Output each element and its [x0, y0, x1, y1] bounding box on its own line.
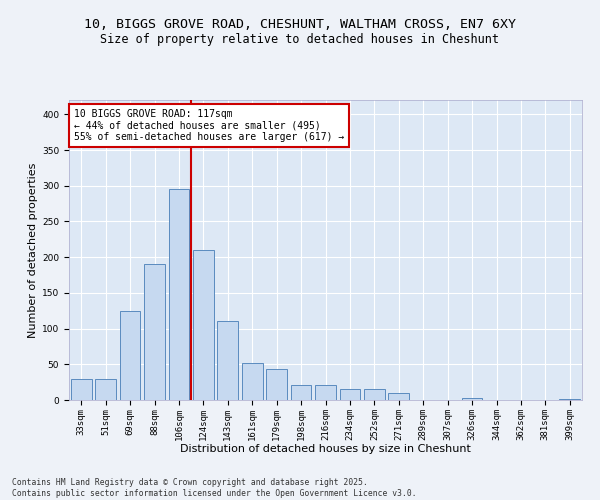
Bar [119, 310, 140, 400]
Text: Contains HM Land Registry data © Crown copyright and database right 2025.
Contai: Contains HM Land Registry data © Crown c… [12, 478, 416, 498]
Bar [242, 363, 263, 400]
Text: 10 BIGGS GROVE ROAD: 117sqm
← 44% of detached houses are smaller (495)
55% of se: 10 BIGGS GROVE ROAD: 117sqm ← 44% of det… [74, 109, 344, 142]
Text: Size of property relative to detached houses in Cheshunt: Size of property relative to detached ho… [101, 32, 499, 46]
Bar [95, 378, 116, 400]
Bar [169, 190, 190, 400]
Bar [461, 398, 482, 400]
Bar [266, 370, 287, 400]
Bar [315, 385, 336, 400]
Text: 10, BIGGS GROVE ROAD, CHESHUNT, WALTHAM CROSS, EN7 6XY: 10, BIGGS GROVE ROAD, CHESHUNT, WALTHAM … [84, 18, 516, 30]
Bar [340, 390, 361, 400]
Bar [388, 393, 409, 400]
Bar [364, 390, 385, 400]
Bar [217, 322, 238, 400]
Bar [144, 264, 165, 400]
Bar [193, 250, 214, 400]
Bar [71, 378, 92, 400]
Y-axis label: Number of detached properties: Number of detached properties [28, 162, 38, 338]
X-axis label: Distribution of detached houses by size in Cheshunt: Distribution of detached houses by size … [180, 444, 471, 454]
Bar [290, 385, 311, 400]
Bar [559, 398, 580, 400]
